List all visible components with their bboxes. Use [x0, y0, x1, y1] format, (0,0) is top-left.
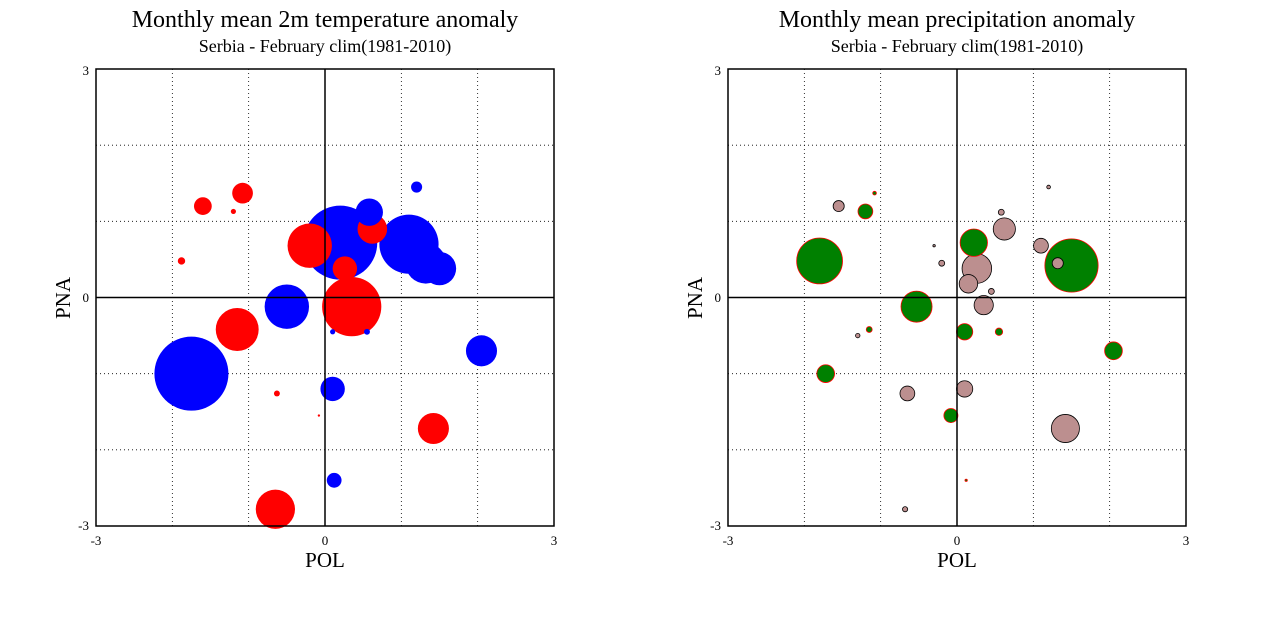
y-tick-label: 0: [83, 290, 90, 305]
anomaly-bubble-dry: [958, 274, 979, 294]
anomaly-bubble-positive: [232, 182, 253, 204]
anomaly-bubble-dry: [987, 288, 995, 295]
anomaly-bubble-negative: [326, 472, 342, 488]
x-tick-label: 0: [954, 533, 961, 548]
x-axis-label: POL: [305, 548, 345, 572]
precipitation-anomaly-chart: Monthly mean precipitation anomaly Serbi…: [683, 7, 1189, 572]
chart-subtitle: Serbia - February clim(1981-2010): [831, 36, 1083, 57]
anomaly-bubble-negative: [264, 284, 310, 329]
bubble-layer: [796, 184, 1123, 513]
anomaly-bubble-dry: [973, 295, 994, 316]
anomaly-bubble-wet: [900, 290, 933, 323]
anomaly-bubble-wet: [865, 326, 873, 333]
x-tick-label: -3: [723, 533, 734, 548]
anomaly-bubble-dry: [956, 380, 974, 398]
anomaly-bubble-dry: [932, 244, 936, 248]
anomaly-bubble-negative: [422, 251, 457, 286]
anomaly-bubble-dry: [1051, 257, 1064, 270]
anomaly-bubble-dry: [1046, 184, 1051, 190]
plot-frame: [727, 68, 1187, 527]
anomaly-bubble-positive: [230, 208, 236, 215]
anomaly-bubble-negative: [330, 329, 336, 335]
bubble-layer: [154, 181, 498, 529]
anomaly-bubble-wet: [943, 408, 959, 423]
x-tick-label: 3: [551, 533, 558, 548]
y-tick-label: -3: [78, 518, 89, 533]
anomaly-bubble-positive: [317, 414, 321, 417]
anomaly-bubble-wet: [959, 228, 988, 257]
anomaly-bubble-wet: [964, 478, 968, 482]
y-tick-label: 3: [83, 63, 90, 78]
anomaly-bubble-positive: [417, 412, 449, 445]
anomaly-bubble-wet: [1104, 341, 1123, 361]
plot-frame: [95, 68, 555, 527]
anomaly-bubble-positive: [287, 223, 332, 268]
anomaly-bubble-dry: [992, 217, 1016, 241]
anomaly-bubble-wet: [872, 190, 877, 196]
anomaly-bubble-negative: [154, 336, 229, 411]
chart-title: Monthly mean 2m temperature anomaly: [132, 7, 519, 33]
x-axis-label: POL: [937, 548, 977, 572]
y-tick-label: 3: [715, 63, 722, 78]
anomaly-bubble-positive: [215, 308, 259, 351]
anomaly-bubble-dry: [832, 200, 845, 213]
y-tick-label: 0: [715, 290, 722, 305]
anomaly-bubble-positive: [332, 256, 358, 281]
anomaly-bubble-positive: [273, 390, 280, 397]
anomaly-bubble-wet: [994, 327, 1004, 336]
anomaly-bubble-dry: [1050, 414, 1080, 443]
anomaly-bubble-wet: [956, 323, 974, 341]
x-tick-label: 3: [1183, 533, 1190, 548]
anomaly-bubble-dry: [899, 385, 916, 402]
temperature-anomaly-chart: Monthly mean 2m temperature anomaly Serb…: [51, 7, 557, 572]
anomaly-bubble-negative: [320, 376, 345, 402]
anomaly-bubble-negative: [364, 328, 370, 335]
anomaly-bubble-dry: [855, 332, 861, 339]
anomaly-bubble-negative: [355, 198, 383, 226]
chart-title: Monthly mean precipitation anomaly: [779, 7, 1136, 33]
anomaly-bubble-wet: [816, 364, 835, 383]
y-tick-label: -3: [710, 518, 721, 533]
anomaly-bubble-wet: [796, 237, 843, 285]
chart-subtitle: Serbia - February clim(1981-2010): [199, 36, 451, 57]
anomaly-bubble-negative: [465, 335, 498, 367]
anomaly-bubble-positive: [322, 277, 382, 337]
anomaly-bubble-positive: [193, 197, 212, 215]
y-axis-label: PNA: [683, 276, 707, 319]
anomaly-bubble-positive: [177, 257, 186, 265]
anomaly-bubble-wet: [857, 203, 874, 220]
anomaly-bubble-negative: [411, 181, 423, 193]
anomaly-bubble-positive: [255, 489, 295, 529]
y-axis-label: PNA: [51, 276, 75, 319]
anomaly-bubble-dry: [938, 259, 946, 267]
anomaly-bubble-wet: [1044, 238, 1099, 293]
anomaly-bubble-dry: [997, 208, 1005, 216]
anomaly-bubble-dry: [902, 506, 909, 513]
x-tick-label: -3: [91, 533, 102, 548]
anomaly-bubble-dry: [1033, 237, 1049, 254]
x-tick-label: 0: [322, 533, 329, 548]
